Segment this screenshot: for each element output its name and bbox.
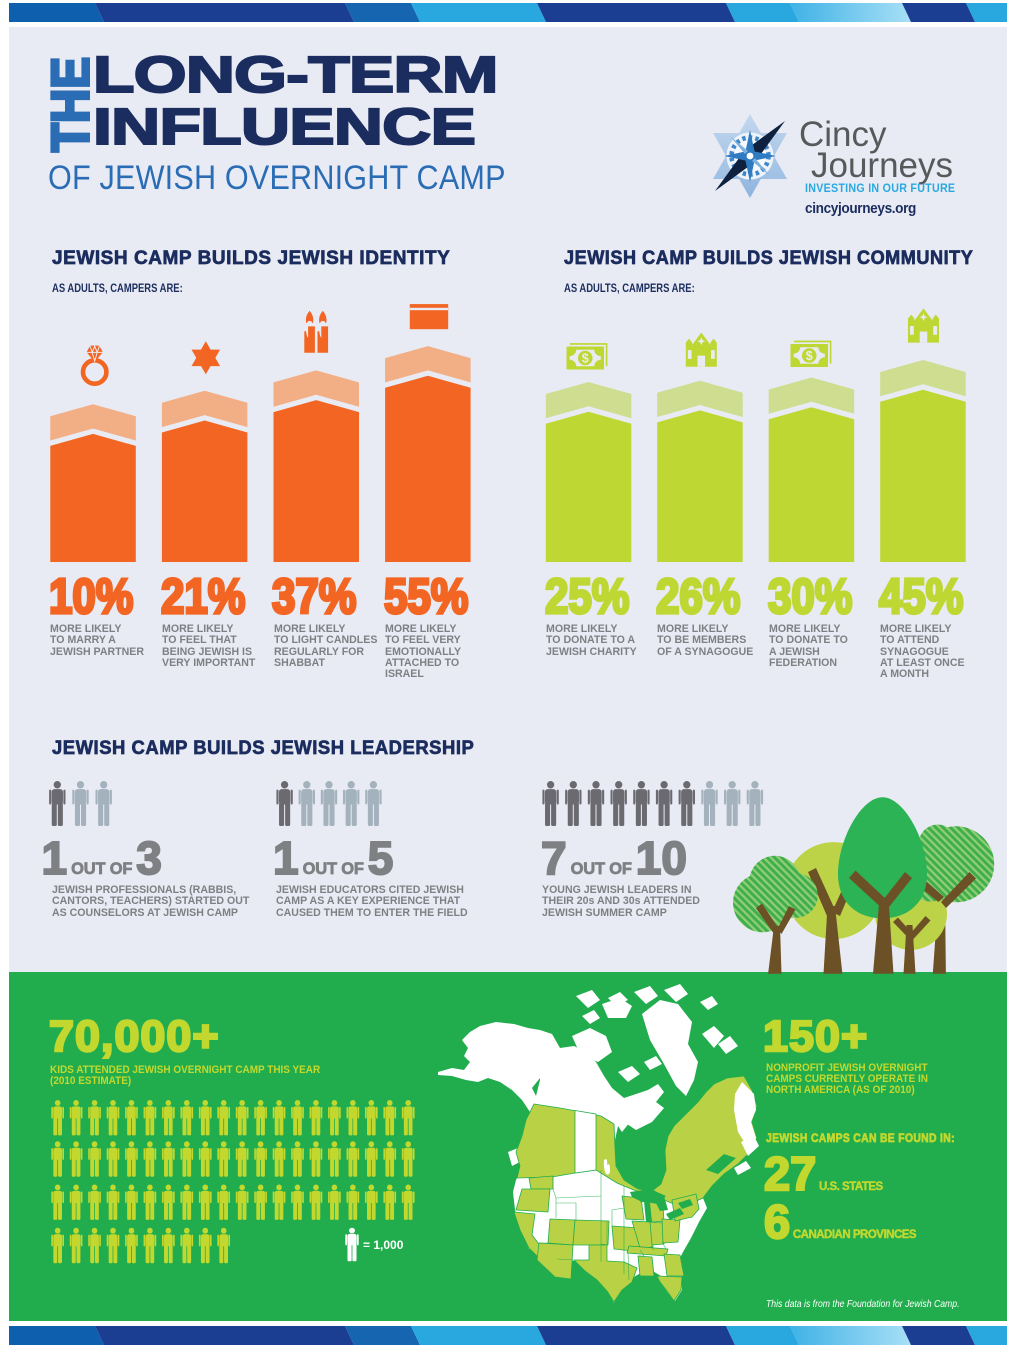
svg-text:$: $ xyxy=(582,351,589,365)
svg-text:THE: THE xyxy=(49,57,90,152)
svg-text:$: $ xyxy=(806,349,813,363)
